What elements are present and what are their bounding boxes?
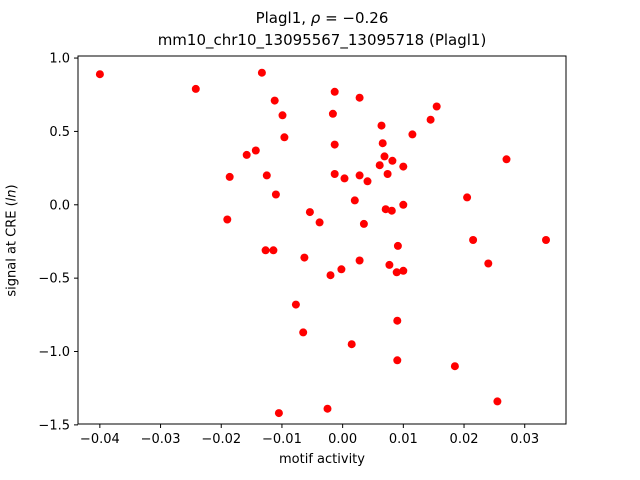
data-point — [261, 246, 270, 255]
y-tick-label: 0.0 — [49, 198, 70, 213]
y-tick-label: 1.0 — [49, 52, 70, 67]
data-point — [299, 328, 308, 337]
data-point — [408, 130, 417, 139]
axes-box — [77, 55, 567, 425]
y-tick-label: −1.5 — [38, 418, 70, 433]
data-point — [378, 139, 387, 148]
data-point — [337, 265, 346, 274]
data-point — [450, 362, 459, 371]
data-point — [399, 162, 408, 171]
data-point — [484, 259, 493, 268]
x-tick-label: 0.01 — [389, 432, 418, 447]
x-tick-label: −0.02 — [201, 432, 241, 447]
data-point — [95, 70, 104, 79]
data-point — [463, 193, 472, 202]
data-point — [383, 170, 392, 178]
data-point — [393, 316, 402, 325]
x-tick-label: −0.04 — [80, 432, 120, 447]
x-tick-label: −0.03 — [141, 432, 181, 447]
data-point — [270, 96, 279, 105]
data-point — [359, 219, 368, 228]
data-point — [251, 146, 260, 155]
data-point — [388, 156, 397, 165]
data-point — [381, 205, 390, 214]
data-point — [399, 200, 408, 209]
data-point — [393, 356, 402, 365]
y-tick-label: −1.0 — [38, 345, 70, 360]
y-axis-label-prefix: signal at CRE ( — [4, 201, 20, 297]
y-axis-label-suffix: ) — [4, 184, 20, 190]
title-correlation-value: = −0.26 — [320, 9, 389, 27]
data-point — [432, 102, 441, 111]
data-point — [493, 397, 502, 406]
data-point — [355, 93, 364, 102]
data-point — [542, 236, 550, 244]
data-point — [426, 115, 435, 124]
data-point — [375, 161, 384, 170]
data-point — [350, 196, 359, 205]
x-tick-label: 0.00 — [328, 432, 357, 447]
data-point — [393, 241, 402, 250]
x-tick-label: 0.02 — [450, 432, 479, 447]
chart-title: Plagl1, ρ = −0.26 — [78, 8, 566, 28]
chart-subtitle: mm10_chr10_13095567_13095718 (Plagl1) — [157, 31, 487, 49]
data-point — [262, 171, 271, 180]
data-point — [469, 236, 478, 244]
data-point — [387, 206, 396, 215]
y-tick-label: −0.5 — [38, 272, 70, 287]
title-prefix: Plagl1, — [255, 9, 311, 27]
data-point — [191, 84, 200, 93]
data-point — [363, 177, 372, 186]
x-tick-label: 0.03 — [510, 432, 539, 447]
data-point — [271, 190, 280, 199]
x-axis-label: motif activity — [279, 452, 365, 467]
title-rho-symbol: ρ — [310, 9, 321, 27]
data-point — [330, 87, 339, 96]
data-point — [274, 409, 283, 418]
data-point — [328, 109, 337, 118]
data-point — [300, 253, 309, 262]
data-point — [269, 246, 278, 255]
data-point — [242, 150, 251, 159]
data-point — [380, 152, 389, 161]
data-point — [355, 256, 364, 265]
data-point — [315, 218, 324, 227]
data-point — [330, 140, 339, 149]
data-point — [399, 266, 408, 275]
data-point — [347, 340, 356, 349]
data-point — [280, 133, 289, 142]
y-axis-label-ln: ln — [4, 189, 20, 202]
x-tick-label: −0.01 — [262, 432, 302, 447]
data-point — [385, 260, 394, 269]
data-point — [323, 404, 332, 413]
data-point — [392, 268, 401, 277]
data-point — [278, 111, 287, 120]
data-point — [377, 121, 386, 130]
y-axis-label: signal at CRE (ln) — [5, 81, 20, 401]
data-point — [257, 68, 266, 77]
data-point — [225, 172, 234, 181]
data-point — [305, 208, 314, 217]
data-point — [502, 155, 511, 164]
data-point — [223, 215, 232, 224]
data-point — [355, 171, 364, 180]
data-point — [326, 271, 335, 280]
data-point — [330, 170, 339, 178]
y-tick-label: 0.5 — [49, 125, 70, 140]
data-point — [291, 300, 300, 309]
data-point — [340, 174, 349, 183]
